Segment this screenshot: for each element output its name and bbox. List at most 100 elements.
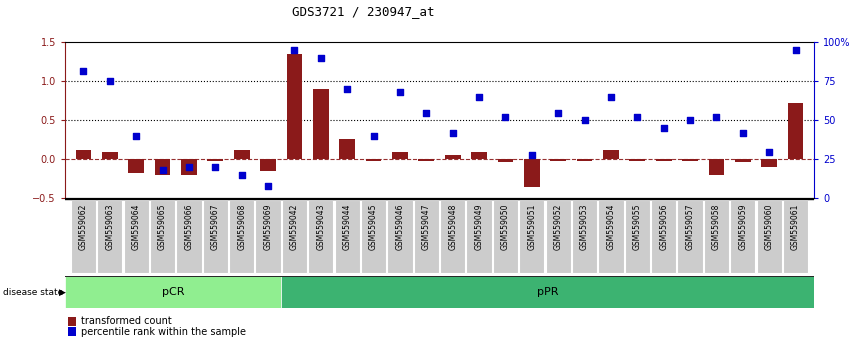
Text: GSM559063: GSM559063 bbox=[106, 204, 114, 250]
Text: GSM559059: GSM559059 bbox=[739, 204, 747, 250]
Bar bbox=[102, 152, 118, 159]
Text: GSM559053: GSM559053 bbox=[580, 204, 589, 250]
FancyBboxPatch shape bbox=[783, 200, 808, 273]
FancyBboxPatch shape bbox=[546, 200, 571, 273]
FancyBboxPatch shape bbox=[71, 200, 96, 273]
Text: GSM559052: GSM559052 bbox=[553, 204, 563, 250]
Point bbox=[103, 79, 117, 84]
Point bbox=[288, 47, 301, 53]
FancyBboxPatch shape bbox=[281, 200, 307, 273]
FancyBboxPatch shape bbox=[203, 200, 228, 273]
Text: GSM559069: GSM559069 bbox=[263, 204, 273, 250]
Text: GSM559067: GSM559067 bbox=[210, 204, 220, 250]
FancyBboxPatch shape bbox=[177, 200, 202, 273]
Text: GSM559066: GSM559066 bbox=[184, 204, 193, 250]
Bar bbox=[365, 159, 381, 161]
Text: GSM559045: GSM559045 bbox=[369, 204, 378, 250]
Text: GSM559056: GSM559056 bbox=[659, 204, 669, 250]
Point bbox=[472, 94, 486, 100]
FancyBboxPatch shape bbox=[493, 200, 518, 273]
FancyBboxPatch shape bbox=[519, 200, 545, 273]
FancyBboxPatch shape bbox=[255, 200, 281, 273]
Bar bbox=[498, 159, 514, 162]
Bar bbox=[234, 150, 249, 159]
Bar bbox=[65, 276, 281, 308]
Text: GSM559042: GSM559042 bbox=[290, 204, 299, 250]
FancyBboxPatch shape bbox=[467, 200, 492, 273]
Bar bbox=[339, 139, 355, 159]
Point bbox=[366, 133, 380, 139]
FancyBboxPatch shape bbox=[624, 200, 650, 273]
FancyBboxPatch shape bbox=[704, 200, 729, 273]
Bar bbox=[577, 159, 592, 161]
Bar bbox=[735, 159, 751, 162]
Bar bbox=[181, 159, 197, 175]
Bar bbox=[128, 159, 144, 172]
Point bbox=[499, 114, 513, 120]
Text: GSM559065: GSM559065 bbox=[158, 204, 167, 250]
Text: GDS3721 / 230947_at: GDS3721 / 230947_at bbox=[293, 5, 435, 18]
FancyBboxPatch shape bbox=[730, 200, 755, 273]
Text: ▶: ▶ bbox=[59, 287, 66, 297]
FancyBboxPatch shape bbox=[414, 200, 439, 273]
Text: GSM559051: GSM559051 bbox=[527, 204, 536, 250]
Point bbox=[578, 118, 591, 123]
Text: GSM559046: GSM559046 bbox=[396, 204, 404, 250]
Text: GSM559061: GSM559061 bbox=[791, 204, 800, 250]
Point bbox=[313, 55, 327, 61]
Point bbox=[604, 94, 617, 100]
Bar bbox=[260, 159, 276, 171]
Text: GSM559049: GSM559049 bbox=[475, 204, 483, 250]
Text: GSM559055: GSM559055 bbox=[633, 204, 642, 250]
Point bbox=[340, 86, 354, 92]
Point bbox=[656, 125, 670, 131]
FancyBboxPatch shape bbox=[598, 200, 624, 273]
Text: GSM559062: GSM559062 bbox=[79, 204, 88, 250]
Text: GSM559064: GSM559064 bbox=[132, 204, 140, 250]
Point bbox=[630, 114, 644, 120]
Point bbox=[419, 110, 433, 115]
Text: GSM559047: GSM559047 bbox=[422, 204, 430, 250]
FancyBboxPatch shape bbox=[572, 200, 598, 273]
FancyBboxPatch shape bbox=[308, 200, 333, 273]
FancyBboxPatch shape bbox=[124, 200, 149, 273]
FancyBboxPatch shape bbox=[334, 200, 360, 273]
Point bbox=[709, 114, 723, 120]
Text: GSM559054: GSM559054 bbox=[606, 204, 616, 250]
Bar bbox=[656, 159, 672, 161]
Bar bbox=[524, 159, 540, 187]
Bar bbox=[155, 159, 171, 175]
Text: GSM559068: GSM559068 bbox=[237, 204, 246, 250]
Bar bbox=[630, 159, 645, 161]
Point bbox=[683, 118, 697, 123]
Point bbox=[525, 152, 539, 158]
Point bbox=[393, 90, 407, 95]
FancyBboxPatch shape bbox=[229, 200, 255, 273]
Bar bbox=[471, 152, 487, 159]
Text: GSM559044: GSM559044 bbox=[343, 204, 352, 250]
Text: GSM559043: GSM559043 bbox=[316, 204, 326, 250]
Bar bbox=[418, 159, 434, 161]
FancyBboxPatch shape bbox=[677, 200, 702, 273]
Bar bbox=[708, 159, 724, 175]
Bar bbox=[281, 276, 814, 308]
Point bbox=[736, 130, 750, 136]
Text: disease state: disease state bbox=[3, 287, 63, 297]
Point bbox=[182, 164, 196, 170]
FancyBboxPatch shape bbox=[440, 200, 465, 273]
Point bbox=[209, 164, 223, 170]
Point bbox=[129, 133, 143, 139]
Text: pPR: pPR bbox=[537, 287, 559, 297]
FancyBboxPatch shape bbox=[651, 200, 676, 273]
FancyBboxPatch shape bbox=[757, 200, 782, 273]
Bar bbox=[392, 152, 408, 159]
FancyBboxPatch shape bbox=[150, 200, 175, 273]
Text: GSM559048: GSM559048 bbox=[449, 204, 457, 250]
Bar bbox=[313, 89, 329, 159]
Point bbox=[762, 149, 776, 154]
Text: GSM559058: GSM559058 bbox=[712, 204, 721, 250]
Point bbox=[76, 68, 90, 73]
Bar bbox=[788, 103, 804, 159]
Text: percentile rank within the sample: percentile rank within the sample bbox=[81, 327, 246, 337]
Text: GSM559050: GSM559050 bbox=[501, 204, 510, 250]
